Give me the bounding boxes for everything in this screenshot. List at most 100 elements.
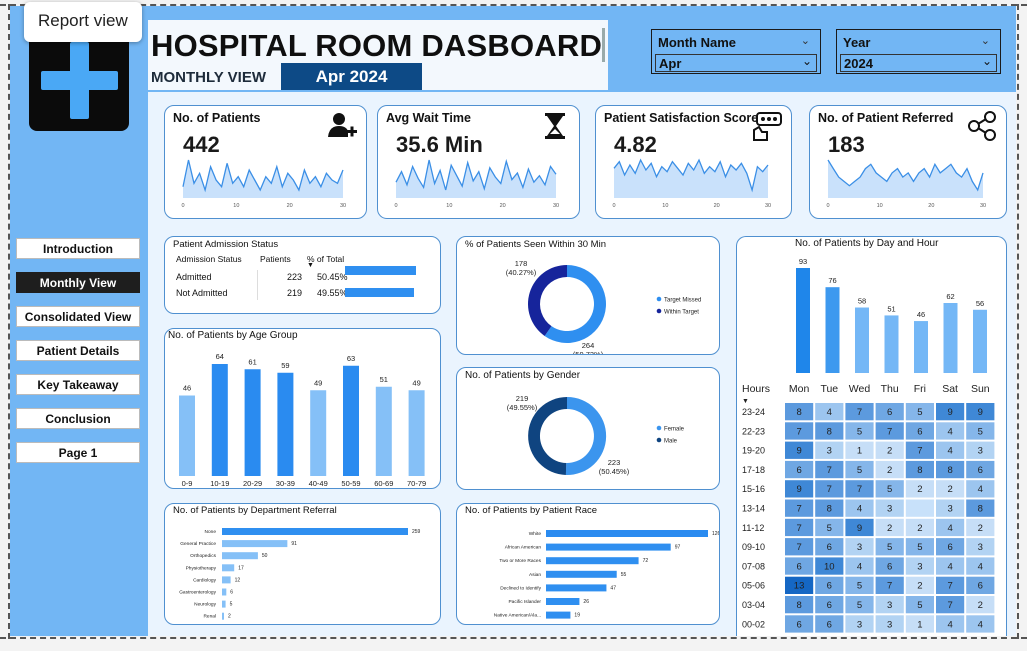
hbar-category-label: Pacific Islander bbox=[508, 599, 541, 605]
kpi-card-patients[interactable]: No. of Patients 442 0 10 20 30 bbox=[164, 105, 367, 219]
heatmap-cell bbox=[785, 576, 814, 594]
kpi-title: No. of Patient Referred bbox=[818, 111, 954, 125]
chevron-down-icon[interactable]: ⌄ bbox=[800, 35, 810, 47]
heatmap-cell-value: 7 bbox=[947, 600, 952, 611]
donut-pct-label: (59.73%) bbox=[573, 350, 604, 355]
day-bar-value-label: 51 bbox=[887, 304, 895, 313]
heatmap-cell-value: 7 bbox=[887, 581, 892, 592]
heatmap-cell bbox=[785, 615, 814, 633]
heatmap-cell bbox=[875, 403, 904, 421]
day-bar-value-label: 62 bbox=[946, 292, 954, 301]
admission-row-status: Admitted bbox=[176, 272, 212, 282]
hbar-category-label: Two or More Races bbox=[499, 558, 541, 564]
nav-page-1-button[interactable]: Page 1 bbox=[16, 442, 140, 463]
donut-value-label: 264 bbox=[582, 341, 595, 350]
heatmap-cell bbox=[785, 480, 814, 498]
heatmap-cell bbox=[966, 596, 995, 614]
page-border-left bbox=[8, 4, 10, 639]
age-group-category-label: 40-49 bbox=[309, 479, 328, 488]
nav-key-takeaway-button[interactable]: Key Takeaway bbox=[16, 374, 140, 395]
hbar-bar bbox=[546, 543, 671, 551]
heatmap-cell-value: 7 bbox=[827, 484, 832, 495]
kpi-card-wait-time[interactable]: Avg Wait Time 35.6 Min 0 10 20 30 bbox=[377, 105, 580, 219]
kpi-title: No. of Patients bbox=[173, 111, 261, 125]
year-dropdown[interactable]: 2024 ⌄ bbox=[840, 54, 997, 72]
heatmap-cell bbox=[966, 518, 995, 537]
heatmap-cell bbox=[845, 538, 874, 556]
chevron-down-icon[interactable]: ⌄ bbox=[801, 54, 812, 68]
chevron-down-icon[interactable]: ⌄ bbox=[980, 35, 990, 47]
heatmap-cell bbox=[845, 596, 874, 614]
heatmap-cell-value: 5 bbox=[857, 426, 862, 437]
age-group-value-label: 61 bbox=[248, 357, 256, 366]
donut-value-label: 223 bbox=[608, 458, 621, 467]
heatmap-cell bbox=[905, 576, 934, 594]
heatmap-cell bbox=[875, 557, 904, 575]
admission-header-patients: Patients bbox=[260, 254, 291, 264]
heatmap-cell-value: 8 bbox=[917, 465, 922, 476]
kpi-value: 442 bbox=[183, 132, 220, 157]
donut-slice bbox=[565, 396, 607, 475]
sparkline-tick-label: 0 bbox=[612, 203, 615, 209]
sparkline-tick-label: 10 bbox=[446, 203, 452, 209]
heatmap-cell bbox=[875, 460, 904, 479]
nav-introduction-button[interactable]: Introduction bbox=[16, 238, 140, 259]
legend-marker bbox=[656, 296, 662, 302]
heatmap-cell bbox=[815, 460, 844, 479]
heatmap-cell bbox=[936, 576, 965, 594]
hbar-value-label: 91 bbox=[291, 541, 297, 547]
month-dropdown[interactable]: Apr ⌄ bbox=[655, 54, 817, 72]
hbar-value-label: 126 bbox=[712, 531, 720, 537]
month-slicer[interactable]: Month Name ⌄ Apr ⌄ bbox=[651, 29, 821, 74]
hbar-bar bbox=[222, 612, 224, 620]
heatmap-cell bbox=[936, 596, 965, 614]
admission-row-pct: 49.55% bbox=[317, 288, 348, 298]
referred-sparkline: 0 10 20 30 bbox=[826, 159, 986, 209]
day-bar bbox=[855, 307, 869, 373]
heatmap-cell bbox=[936, 615, 965, 633]
heatmap-cell bbox=[845, 403, 874, 421]
sort-down-icon[interactable]: ▼ bbox=[307, 262, 314, 269]
sparkline-tick-label: 0 bbox=[826, 203, 829, 209]
year-slicer[interactable]: Year ⌄ 2024 ⌄ bbox=[836, 29, 1001, 74]
heatmap-cell bbox=[875, 576, 904, 594]
nav-monthly-view-button[interactable]: Monthly View bbox=[16, 272, 140, 293]
nav-consolidated-view-button[interactable]: Consolidated View bbox=[16, 306, 140, 327]
heatmap-cell-value: 8 bbox=[827, 504, 832, 515]
nav-conclusion-button[interactable]: Conclusion bbox=[16, 408, 140, 429]
heatmap-cell bbox=[905, 499, 934, 517]
admission-pct-bar bbox=[345, 288, 414, 297]
hbar-category-label: General Practice bbox=[180, 541, 216, 547]
heatmap-cell bbox=[905, 538, 934, 556]
legend-label: Within Target bbox=[664, 310, 699, 316]
hbar-category-label: None bbox=[205, 529, 217, 535]
admission-row-pct: 50.45% bbox=[317, 272, 348, 282]
age-group-bar bbox=[277, 372, 294, 476]
nav-patient-details-button[interactable]: Patient Details bbox=[16, 340, 140, 361]
heatmap-cell-value: 4 bbox=[947, 619, 952, 630]
heatmap-cell bbox=[966, 557, 995, 575]
heatmap-row-label: 07-08 bbox=[742, 561, 765, 571]
hbar-category-label: Neurology bbox=[194, 602, 216, 608]
kpi-card-referred[interactable]: No. of Patient Referred 183 0 10 20 30 bbox=[809, 105, 1007, 219]
sparkline-tick-label: 20 bbox=[928, 203, 934, 209]
heatmap-cell bbox=[815, 403, 844, 421]
hbar-category-label: Native American/Ala... bbox=[494, 613, 541, 619]
day-bar-chart: 93 76 58 51 46 62 56 bbox=[796, 257, 987, 373]
heatmap-row-label: 03-04 bbox=[742, 600, 765, 610]
heatmap-cell-value: 6 bbox=[827, 600, 832, 611]
heatmap-cell-value: 4 bbox=[947, 523, 952, 534]
heatmap-cell-value: 4 bbox=[978, 619, 983, 630]
kpi-card-satisfaction[interactable]: Patient Satisfaction Score 4.82 0 10 20 30 bbox=[595, 105, 792, 219]
hbar-bar bbox=[546, 611, 571, 619]
heatmap-cell-value: 5 bbox=[857, 581, 862, 592]
referral-icon bbox=[968, 111, 996, 141]
department-referral-chart: None 259 General Practice 91 Orthopedics 50 Ph… bbox=[179, 528, 421, 620]
heatmap-cell-value: 5 bbox=[857, 600, 862, 611]
chevron-down-icon[interactable]: ⌄ bbox=[981, 54, 992, 68]
day-bar bbox=[796, 268, 810, 373]
heatmap-cell bbox=[845, 441, 874, 459]
age-group-category-label: 20-29 bbox=[243, 479, 262, 488]
heatmap-cell-value: 1 bbox=[917, 619, 922, 630]
